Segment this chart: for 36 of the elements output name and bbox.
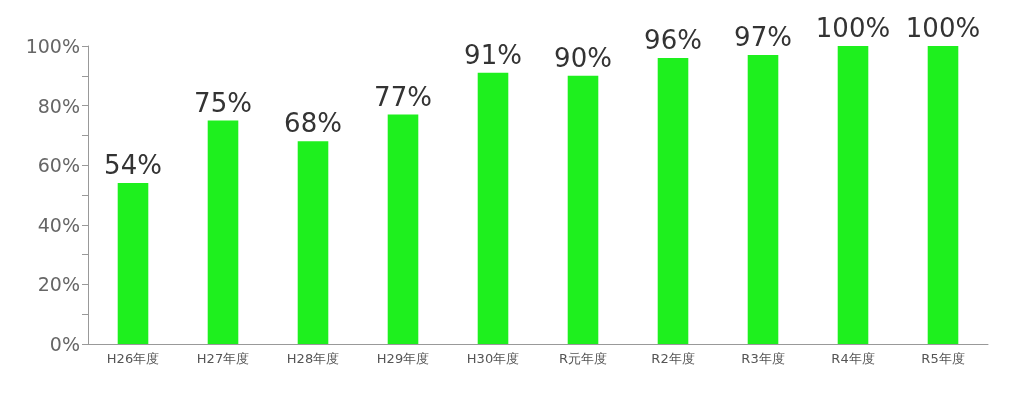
x-tick-label: H29年度 <box>376 351 430 366</box>
bar <box>297 141 329 344</box>
y-tick-label: 0% <box>49 333 80 355</box>
y-tick-label: 60% <box>37 154 80 177</box>
data-label: 90% <box>554 42 612 73</box>
y-tick-label: 20% <box>37 273 80 296</box>
data-label: 97% <box>734 21 792 52</box>
x-tick-label: H26年度 <box>106 351 160 366</box>
data-label: 77% <box>374 81 432 112</box>
bar <box>477 72 509 344</box>
y-tick-label: 100% <box>25 35 80 57</box>
data-label: 54% <box>104 150 162 181</box>
x-tick-label: R3年度 <box>741 351 785 366</box>
x-tick-label: R5年度 <box>921 351 965 366</box>
bar <box>567 75 599 344</box>
x-tick-label: R2年度 <box>651 351 695 366</box>
data-label: 68% <box>284 108 342 139</box>
bar <box>927 46 959 344</box>
y-tick-label: 80% <box>37 94 80 117</box>
x-tick-label: R元年度 <box>558 351 608 366</box>
bar <box>657 57 689 344</box>
x-tick-label: H27年度 <box>196 351 250 366</box>
bar <box>117 183 149 344</box>
data-label: 100% <box>815 13 891 43</box>
bar <box>837 46 869 344</box>
bar <box>387 114 419 344</box>
data-label: 75% <box>194 87 252 118</box>
x-tick-label: H30年度 <box>466 351 520 366</box>
data-label: 96% <box>644 24 702 55</box>
y-tick-label: 40% <box>37 213 80 236</box>
data-label: 100% <box>905 13 981 43</box>
x-tick-label: H28年度 <box>286 351 340 366</box>
x-tick-label: R4年度 <box>831 351 875 366</box>
bar <box>207 120 239 344</box>
data-label: 91% <box>464 39 522 70</box>
bar <box>747 54 779 344</box>
